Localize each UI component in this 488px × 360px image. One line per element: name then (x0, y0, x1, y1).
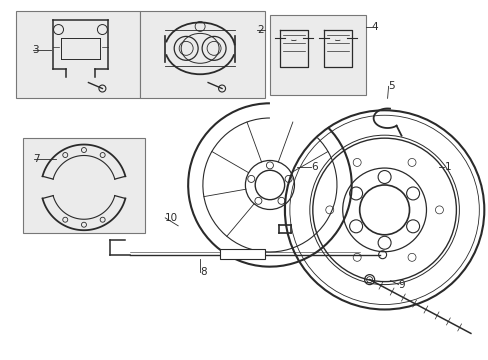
Text: 4: 4 (371, 22, 378, 32)
Text: 8: 8 (200, 267, 206, 276)
Text: 2: 2 (256, 24, 263, 35)
Bar (16, 11, 140, 98)
Text: 10: 10 (165, 213, 178, 223)
Bar (22, 138, 145, 233)
Text: 1: 1 (444, 162, 450, 172)
Text: 6: 6 (310, 162, 317, 172)
Text: 3: 3 (33, 45, 39, 54)
Text: 7: 7 (34, 154, 40, 164)
Text: 9: 9 (398, 280, 405, 289)
Bar (140, 11, 264, 98)
Bar (220, 249, 264, 259)
Bar (269, 15, 365, 95)
Text: 5: 5 (388, 81, 394, 91)
